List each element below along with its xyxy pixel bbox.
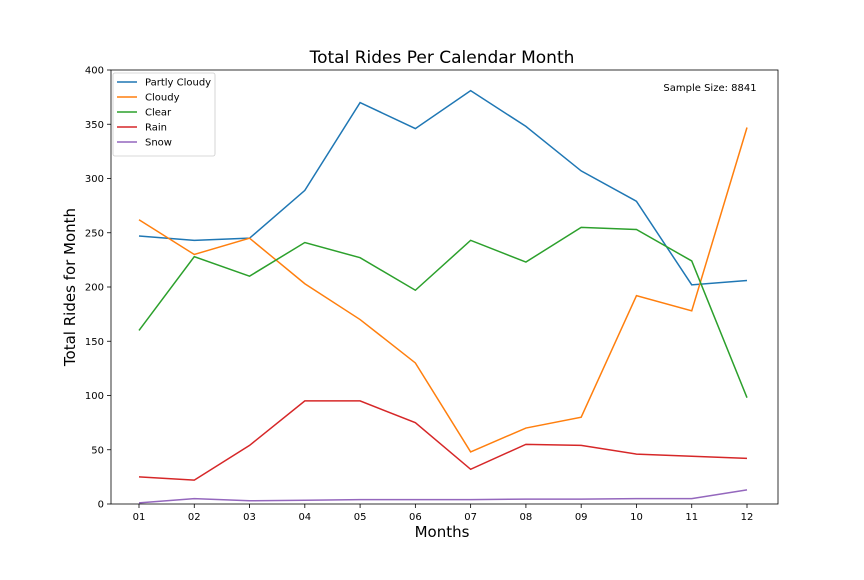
x-tick-label: 07 — [464, 512, 477, 523]
y-tick-label: 100 — [85, 391, 104, 402]
y-tick-label: 400 — [85, 66, 104, 77]
x-tick-label: 09 — [575, 512, 588, 523]
chart-title: Total Rides Per Calendar Month — [309, 48, 575, 68]
legend-label: Snow — [145, 138, 172, 149]
y-tick-label: 250 — [85, 228, 104, 239]
x-tick-label: 03 — [243, 512, 256, 523]
y-tick-label: 300 — [85, 174, 104, 185]
y-axis-label: Total Rides for Month — [61, 208, 79, 367]
legend-box — [112, 72, 216, 157]
x-tick-label: 02 — [188, 512, 201, 523]
axis-ticks: 01 02 03 04 05 06 07 08 09 10 11 12 0 50 100 150 200 250 3… — [85, 66, 753, 524]
legend-label: Rain — [145, 123, 167, 134]
series-line — [138, 489, 748, 504]
x-tick-label: 10 — [630, 512, 643, 523]
x-tick-label: 01 — [133, 512, 146, 523]
y-tick-label: 50 — [91, 445, 104, 456]
series-line — [138, 400, 748, 481]
x-tick-label: 08 — [520, 512, 533, 523]
x-tick-label: 05 — [354, 512, 367, 523]
series-lines — [138, 89, 748, 504]
x-axis-label: Months — [415, 523, 470, 541]
series-line — [138, 127, 748, 453]
y-tick-label: 200 — [85, 283, 104, 294]
legend-label: Clear — [145, 108, 172, 119]
y-tick-label: 150 — [85, 337, 104, 348]
series-line — [138, 89, 748, 286]
x-tick-label: 06 — [409, 512, 422, 523]
legend-label: Partly Cloudy — [145, 78, 211, 89]
x-tick-label: 12 — [741, 512, 754, 523]
legend-label: Cloudy — [145, 93, 180, 104]
x-tick-label: 04 — [298, 512, 311, 523]
sample-size-annotation: Sample Size: 8841 — [663, 83, 756, 94]
legend: Partly Cloudy Cloudy Clear Rain Snow — [112, 72, 216, 157]
series-line — [138, 226, 748, 398]
x-tick-label: 11 — [685, 512, 698, 523]
y-tick-label: 350 — [85, 120, 104, 131]
y-tick-label: 0 — [98, 500, 104, 511]
plot-area-frame — [110, 69, 779, 505]
